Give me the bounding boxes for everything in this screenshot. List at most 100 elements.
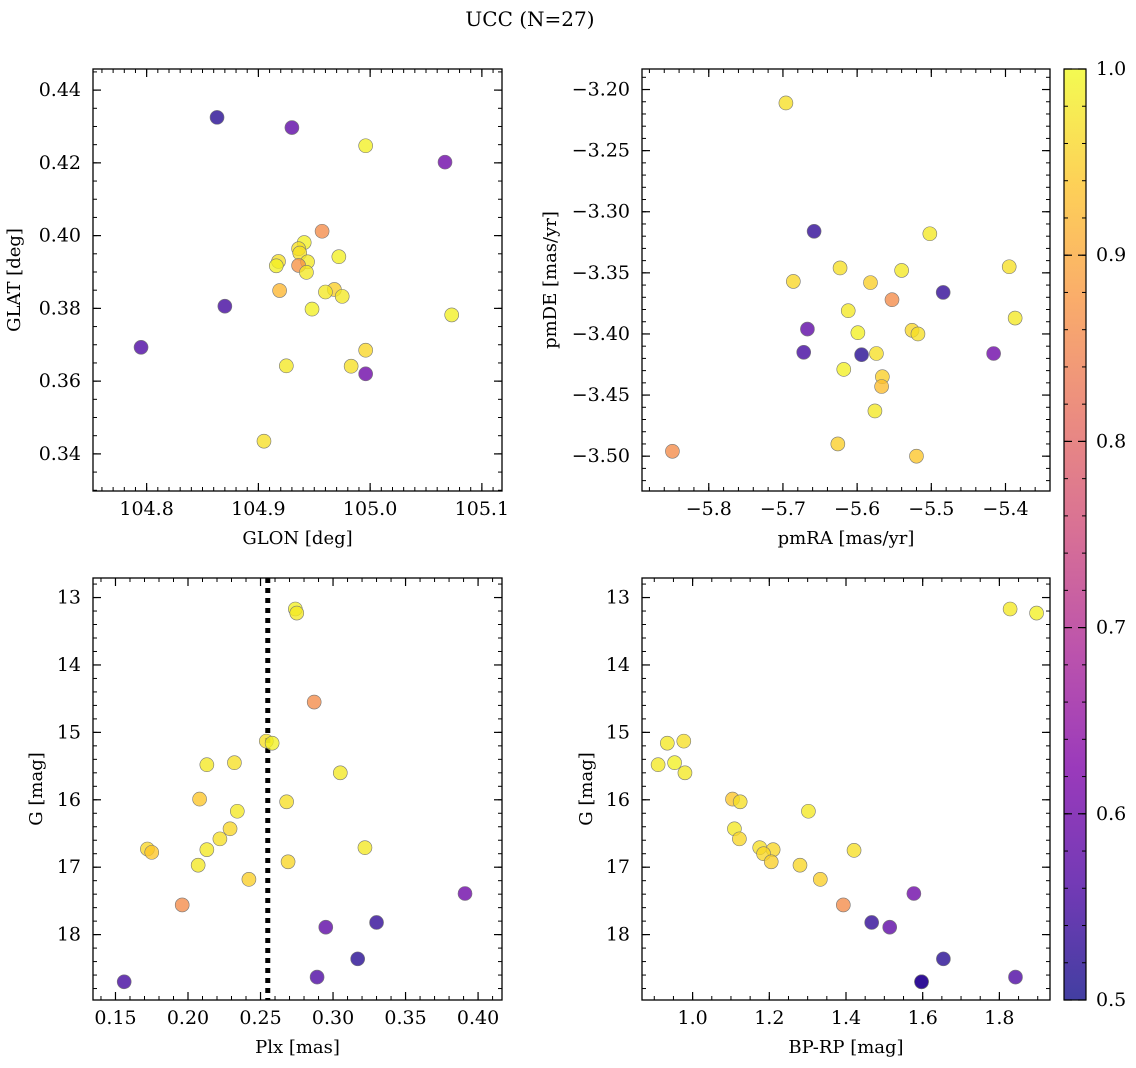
- data-point: [910, 326, 926, 342]
- x-tick-label: 1.2: [754, 1007, 784, 1029]
- axes-frame: [92, 577, 503, 1001]
- data-point: [935, 285, 951, 300]
- y-tick-label: 15: [606, 721, 630, 743]
- x-tick-label: 0.25: [239, 1007, 281, 1029]
- y-tick-label: 0.34: [39, 443, 81, 465]
- y-tick-label: 13: [57, 587, 81, 609]
- data-point: [358, 366, 373, 382]
- data-point: [241, 872, 257, 887]
- y-tick-label: 14: [606, 654, 630, 676]
- data-point: [894, 263, 909, 278]
- x-axis-label: GLON [deg]: [242, 528, 352, 549]
- data-point: [222, 821, 238, 837]
- data-point: [832, 260, 848, 276]
- y-axis-label: G [mag]: [576, 752, 597, 825]
- data-point: [116, 974, 132, 990]
- data-point: [884, 292, 900, 308]
- x-tick-label: 1.0: [678, 1007, 708, 1029]
- y-tick-label: −3.45: [572, 384, 630, 406]
- colorbar-tick-label: 0.6: [1096, 803, 1126, 825]
- data-point: [264, 735, 280, 751]
- y-tick-label: −3.35: [572, 262, 630, 284]
- y-tick-label: 16: [57, 789, 81, 811]
- x-tick-label: −5.4: [982, 498, 1028, 520]
- x-tick-label: 104.9: [231, 498, 285, 520]
- data-point: [763, 854, 779, 870]
- data-point: [279, 794, 294, 810]
- x-tick-label: 0.40: [457, 1007, 499, 1029]
- data-point: [284, 120, 300, 135]
- data-point: [665, 443, 680, 459]
- data-point: [212, 831, 228, 847]
- y-tick-label: −3.30: [572, 201, 630, 223]
- y-tick-label: 18: [606, 924, 630, 946]
- data-point: [279, 358, 294, 374]
- y-tick-label: 13: [606, 587, 630, 609]
- x-tick-label: 0.20: [167, 1007, 209, 1029]
- y-tick-label: 16: [606, 789, 630, 811]
- data-point: [732, 831, 747, 847]
- data-point: [869, 346, 884, 361]
- colorbar-tick-label: 1.0: [1096, 58, 1126, 80]
- data-point: [331, 249, 347, 265]
- data-point: [437, 154, 453, 170]
- subplot-2: −5.8 −5.7 −5.6 −5.5 −5.4 −3.20 −3.25 −3.30 −3.35…: [540, 68, 1051, 549]
- data-point: [854, 347, 869, 363]
- x-tick-label: −5.7: [760, 498, 806, 520]
- y-axis-label: GLAT [deg]: [4, 228, 25, 332]
- subplot-1: 104.8 104.9 105.0 105.1 0.34 0.36 0.38 0.40 0.42…: [4, 68, 509, 549]
- y-tick-label: −3.50: [572, 445, 630, 467]
- data-point: [309, 969, 325, 985]
- x-tick-label: 0.35: [384, 1007, 426, 1029]
- data-point: [850, 325, 866, 341]
- y-tick-label: 0.44: [39, 79, 81, 101]
- data-point: [836, 897, 851, 913]
- data-point: [867, 403, 883, 419]
- data-point: [199, 842, 215, 857]
- y-tick-label: 14: [57, 654, 81, 676]
- x-tick-label: 0.15: [94, 1007, 136, 1029]
- x-axis-label: pmRA [mas/yr]: [778, 528, 915, 549]
- colorbar-tick-label: 0.8: [1096, 430, 1126, 452]
- x-axis-label: Plx [mas]: [255, 1037, 340, 1058]
- colorbar-tick-label: 0.9: [1096, 244, 1126, 266]
- data-point: [914, 974, 929, 990]
- data-point: [676, 733, 692, 749]
- data-point: [863, 275, 878, 290]
- data-point: [358, 342, 373, 358]
- data-point: [1001, 259, 1017, 275]
- data-point: [786, 274, 801, 289]
- data-point: [813, 872, 828, 887]
- data-point: [268, 258, 284, 274]
- data-point: [1029, 605, 1044, 621]
- y-axis-label: pmDE [mas/yr]: [540, 211, 561, 349]
- data-point: [209, 110, 225, 125]
- x-tick-label: 1.4: [831, 1007, 861, 1029]
- y-tick-label: −3.20: [572, 79, 630, 101]
- data-point: [874, 379, 889, 394]
- data-point: [732, 794, 748, 810]
- data-point: [830, 436, 846, 452]
- data-point: [882, 919, 898, 935]
- data-point: [906, 886, 922, 901]
- axes-frame: [641, 577, 1051, 1001]
- data-point: [144, 845, 160, 860]
- data-point: [343, 358, 359, 374]
- data-point: [256, 433, 272, 449]
- data-point: [314, 223, 330, 239]
- data-point: [800, 321, 815, 337]
- y-tick-label: 0.42: [39, 152, 81, 174]
- data-point: [272, 283, 287, 298]
- data-point: [190, 857, 206, 873]
- data-point: [280, 854, 296, 870]
- x-tick-label: 105.0: [343, 498, 397, 520]
- data-point: [289, 605, 305, 621]
- colorbar-tick-label: 0.7: [1096, 617, 1126, 639]
- data-point: [332, 765, 348, 781]
- y-tick-label: −3.40: [572, 323, 630, 345]
- figure-title: UCC (N=27): [465, 7, 594, 31]
- data-point: [1007, 310, 1023, 326]
- x-axis-label: BP-RP [mag]: [788, 1037, 903, 1058]
- data-point: [299, 265, 314, 280]
- data-point: [846, 843, 862, 858]
